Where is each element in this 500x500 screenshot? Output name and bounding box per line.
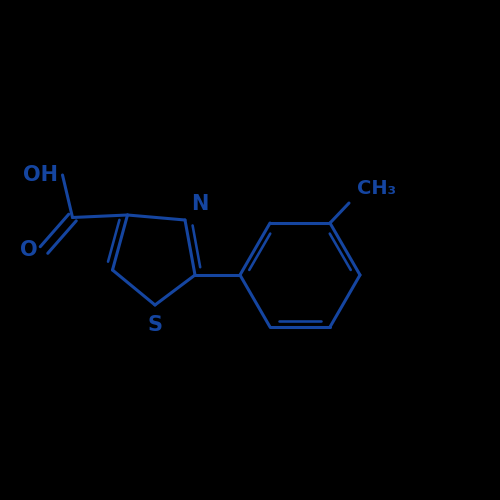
Text: OH: OH: [22, 165, 58, 185]
Text: O: O: [20, 240, 38, 260]
Text: S: S: [148, 315, 162, 335]
Text: N: N: [191, 194, 208, 214]
Text: CH₃: CH₃: [356, 179, 396, 198]
